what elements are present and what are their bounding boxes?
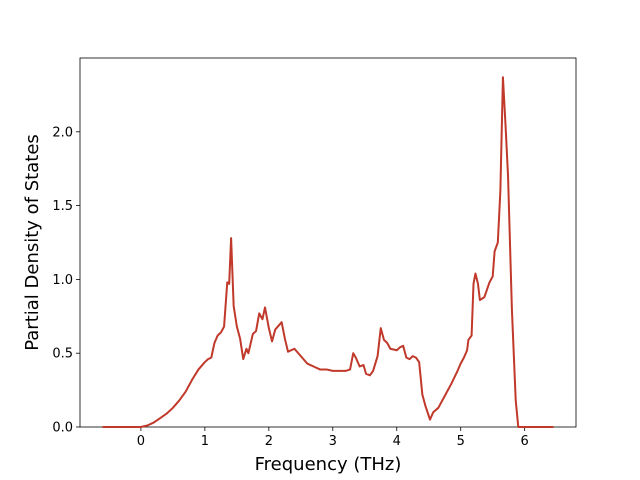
x-tick-label: 1	[201, 434, 209, 449]
x-tick-label: 4	[393, 434, 401, 449]
data-line	[102, 76, 554, 428]
x-tick-label: 0	[137, 434, 145, 449]
x-axis-label: Frequency (THz)	[255, 454, 402, 475]
plot-frame	[79, 57, 577, 428]
x-tick-label: 5	[457, 434, 465, 449]
y-tick-label: 1.0	[52, 273, 73, 288]
y-axis-label: Partial Density of States	[22, 134, 43, 351]
y-tick-label: 2.0	[52, 125, 73, 140]
x-tick-label: 6	[521, 434, 529, 449]
y-tick-label: 0.5	[52, 347, 73, 362]
y-tick-label: 1.5	[52, 199, 73, 214]
x-tick-label: 3	[329, 434, 337, 449]
y-tick-label: 0.0	[52, 421, 73, 436]
x-tick-label: 2	[265, 434, 273, 449]
